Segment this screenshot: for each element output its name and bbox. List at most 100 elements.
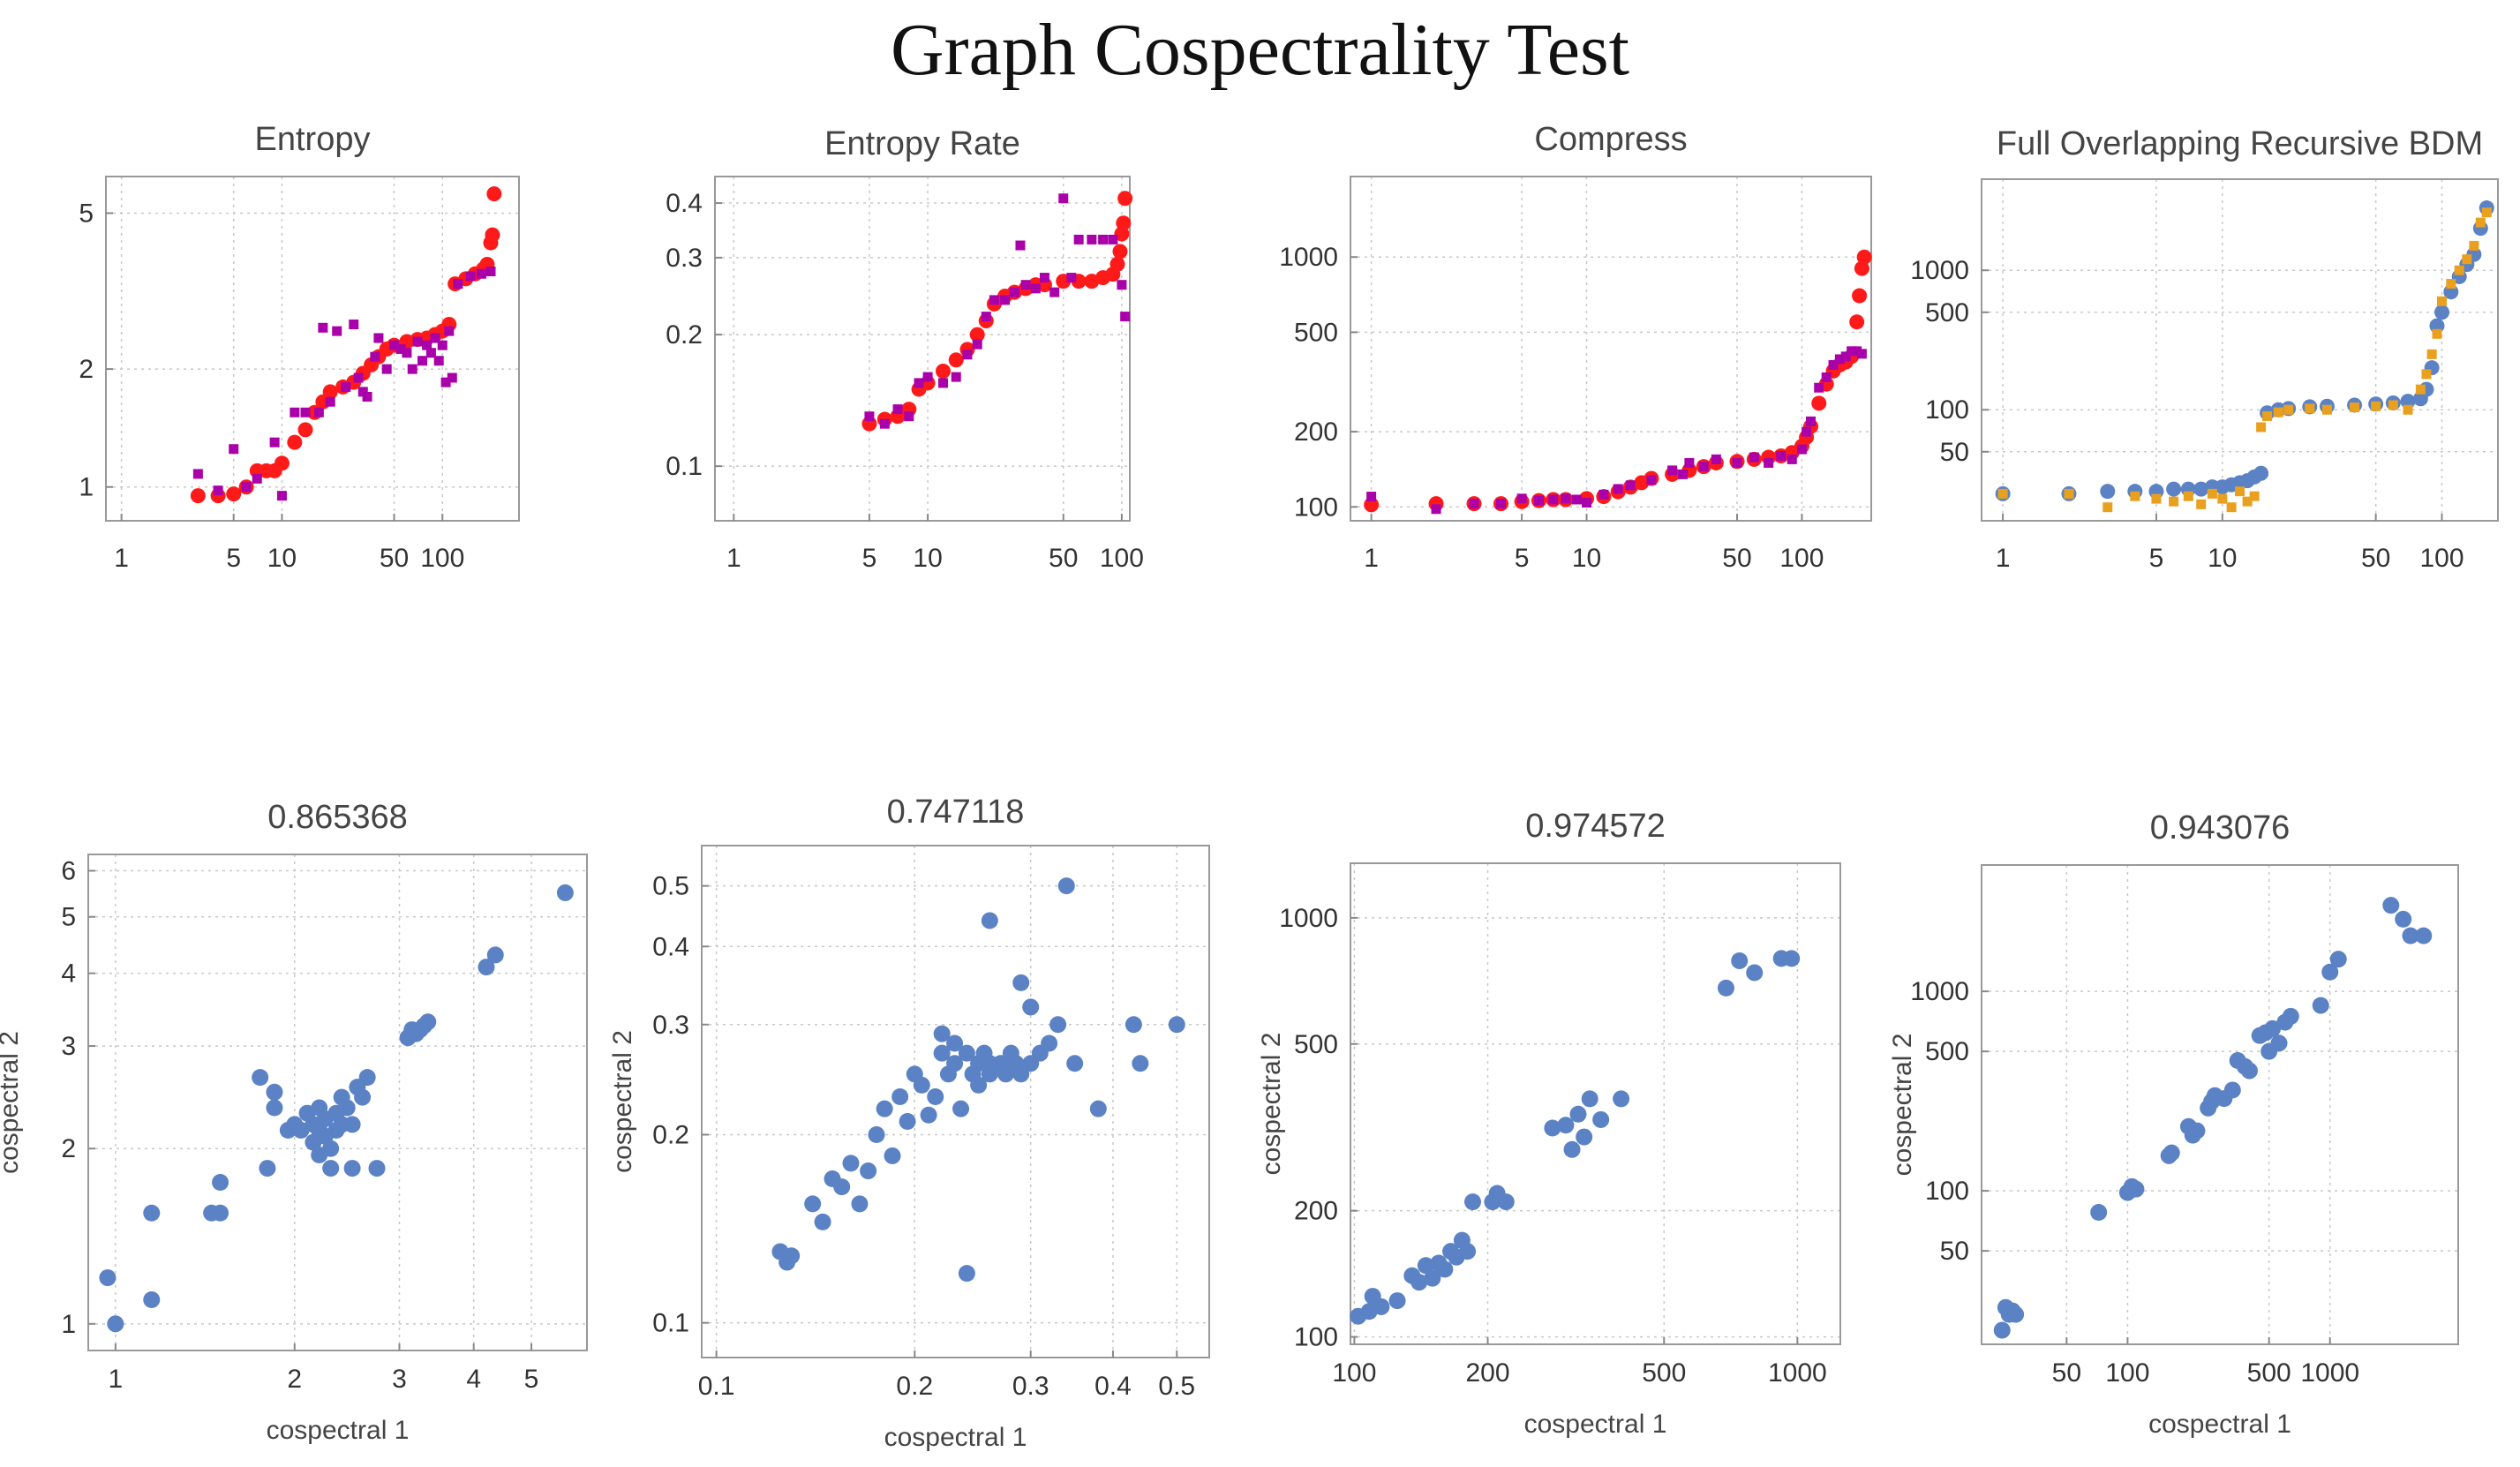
- y-axis-label: cospectral 2: [1888, 1034, 1917, 1177]
- data-point: [2262, 410, 2273, 421]
- data-point: [946, 1034, 964, 1052]
- data-point: [1783, 950, 1801, 967]
- data-point: [2240, 1062, 2258, 1080]
- x-tick-label: 1000: [1768, 1358, 1827, 1388]
- data-point: [1854, 260, 1869, 276]
- y-tick-label: 0.1: [652, 1309, 689, 1338]
- data-point: [107, 1315, 124, 1333]
- data-point: [430, 333, 440, 343]
- data-point: [1089, 1100, 1107, 1117]
- x-tick-label: 50: [2361, 544, 2390, 573]
- data-point: [833, 1178, 851, 1196]
- data-point: [1746, 964, 1764, 982]
- data-point: [927, 1087, 944, 1105]
- y-tick-label: 500: [1925, 1037, 1969, 1066]
- data-point: [2130, 491, 2140, 501]
- data-point: [192, 469, 203, 479]
- y-tick-label: 1: [61, 1310, 76, 1339]
- x-tick-label: 5: [524, 1365, 539, 1394]
- data-point: [2350, 402, 2360, 413]
- y-tick-label: 1000: [1279, 904, 1338, 933]
- data-point: [444, 326, 455, 336]
- data-point: [1557, 1117, 1575, 1134]
- data-point: [1030, 283, 1041, 294]
- y-tick-label: 200: [1294, 418, 1338, 447]
- data-point: [437, 340, 448, 350]
- data-point: [1039, 273, 1049, 283]
- series-cospectral-1: [1364, 249, 1872, 513]
- data-point: [891, 1087, 909, 1105]
- y-tick-label: 500: [1925, 298, 1969, 327]
- data-point: [1410, 1274, 1428, 1291]
- y-tick-label: 3: [61, 1032, 76, 1061]
- data-point: [276, 491, 287, 501]
- data-point: [2207, 488, 2217, 499]
- y-tick-label: 100: [1294, 1323, 1338, 1352]
- panel-title: 0.747118: [887, 794, 1025, 831]
- data-point: [2426, 349, 2437, 359]
- data-point: [212, 1173, 229, 1191]
- y-tick-label: 2: [61, 1134, 76, 1163]
- data-point: [1436, 1260, 1454, 1278]
- data-point: [1057, 877, 1075, 895]
- data-point: [300, 407, 311, 418]
- data-point: [99, 1269, 117, 1287]
- data-point: [1431, 504, 1441, 515]
- data-point: [1117, 280, 1127, 290]
- data-point: [2169, 496, 2179, 507]
- data-point: [2312, 997, 2329, 1014]
- data-point: [2256, 422, 2267, 433]
- panel-title: Entropy: [255, 121, 371, 158]
- data-point: [1388, 1292, 1406, 1310]
- data-point: [1717, 979, 1734, 997]
- data-point: [1684, 457, 1695, 468]
- series-cospectral-2: [192, 266, 496, 501]
- y-tick-label: 2: [79, 355, 94, 384]
- data-point: [922, 372, 933, 382]
- data-point: [1828, 359, 1839, 370]
- panel-top-compress: Compress 1 5 10 50 100 100 200 500 1000: [1279, 121, 1872, 573]
- panel-title: 0.974572: [1525, 808, 1666, 845]
- x-tick-label: 100: [1332, 1358, 1376, 1388]
- y-tick-label: 0.1: [666, 452, 703, 481]
- y-tick-label: 1000: [1279, 243, 1338, 272]
- data-point: [266, 1099, 283, 1117]
- x-tick-label: 10: [2208, 544, 2237, 573]
- data-point: [190, 488, 206, 504]
- data-point: [1787, 454, 1797, 464]
- data-point: [860, 1162, 877, 1180]
- x-tick-label: 5: [226, 544, 241, 573]
- data-point: [2395, 910, 2412, 928]
- data-point: [2100, 484, 2116, 500]
- data-point: [842, 1155, 860, 1172]
- x-axis-label: cospectral 1: [1524, 1410, 1667, 1439]
- data-point: [1599, 489, 1609, 500]
- data-point: [1120, 312, 1131, 322]
- y-tick-label: 5: [79, 199, 94, 228]
- x-tick-label: 10: [1572, 544, 1601, 573]
- x-tick-label: 1: [1996, 544, 2011, 573]
- data-point: [1058, 193, 1069, 204]
- panel-bottom-entropy-rate: 0.747118 0.1 0.2 0.3 0.4 0.5 0.1 0.2 0.3 0.4 0.5 co…: [608, 794, 1210, 1452]
- y-tick-label: 4: [61, 959, 76, 989]
- y-axis-label: cospectral 2: [0, 1031, 24, 1174]
- data-point: [287, 434, 303, 450]
- x-tick-label: 0.2: [896, 1372, 933, 1401]
- data-point: [143, 1204, 161, 1222]
- data-point: [1592, 1110, 1610, 1128]
- y-tick-label: 1000: [1910, 256, 1969, 285]
- data-point: [1581, 1090, 1599, 1108]
- x-tick-label: 500: [1642, 1358, 1686, 1388]
- data-point: [1000, 295, 1011, 305]
- figure-title: Graph Cospectrality Test: [890, 9, 1630, 91]
- data-point: [997, 1065, 1015, 1083]
- panel-top-entropy-rate: Entropy Rate 1 5 10 50 100 0.1 0.2 0.3 0.4: [666, 125, 1144, 573]
- data-point: [1020, 280, 1031, 290]
- data-point: [338, 1099, 356, 1117]
- data-point: [1582, 497, 1592, 508]
- data-point: [143, 1291, 161, 1309]
- data-point: [417, 356, 428, 366]
- data-point: [948, 352, 964, 368]
- data-point: [1840, 351, 1851, 362]
- data-point: [1732, 457, 1742, 468]
